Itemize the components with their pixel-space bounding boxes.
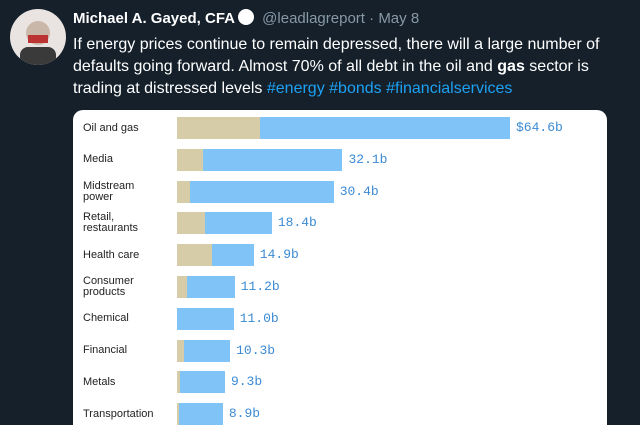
category-label: Retail, restaurants xyxy=(83,211,139,235)
bar-segment xyxy=(177,212,205,235)
date[interactable]: May 8 xyxy=(378,10,420,27)
bar-segment xyxy=(177,403,180,425)
separator: · xyxy=(369,10,375,27)
category-label: Health care xyxy=(83,248,140,261)
chart-image[interactable]: Oil and gas $64.6b Media 32.1b Midstream pow… xyxy=(73,110,607,425)
category-label: Transportation xyxy=(83,407,154,420)
bar-segment xyxy=(189,180,334,203)
verified-badge xyxy=(238,9,254,25)
tweet-text-part: If energy prices continue to remain depr… xyxy=(73,36,600,75)
category-label: Metals xyxy=(83,375,116,388)
value-label: 10.3b xyxy=(236,342,276,358)
author[interactable]: Michael A. Gayed, CFA xyxy=(73,10,235,27)
value-label: 8.9b xyxy=(228,406,261,422)
category-label: Midstream power xyxy=(83,179,135,203)
bar-segment xyxy=(202,148,343,171)
tweet-text: If energy prices continue to remain depr… xyxy=(73,34,633,100)
value-label: 32.1b xyxy=(348,151,388,167)
category-label: Consumer products xyxy=(83,275,134,298)
category-label: Media xyxy=(83,153,113,166)
avatar[interactable] xyxy=(10,9,66,65)
value-label: 11.2b xyxy=(240,279,280,294)
bar-segment xyxy=(180,371,225,394)
avatar-image xyxy=(20,21,56,65)
bar-segment xyxy=(179,403,223,425)
hashtag[interactable]: #energy xyxy=(266,80,325,97)
hashtag[interactable]: #bonds xyxy=(329,80,382,97)
tweet-header: Michael A. Gayed, CFA @leadlagreport · M… xyxy=(73,9,419,27)
value-label: 14.9b xyxy=(259,247,299,263)
bar-segment xyxy=(184,339,231,362)
category-label: Oil and gas xyxy=(83,121,139,134)
handle[interactable]: @leadlagreport xyxy=(262,10,365,27)
bar-segment xyxy=(204,212,272,235)
bar-segment xyxy=(177,244,213,267)
tweet-text-part: sector is trading at distressed levels xyxy=(73,58,589,97)
category-label: Financial xyxy=(83,344,128,357)
bar-segment xyxy=(177,339,185,362)
bar-segment xyxy=(177,371,181,394)
bar-segment xyxy=(212,244,254,267)
category-label: Chemical xyxy=(83,312,129,325)
bar-segment xyxy=(177,307,234,330)
bar-segment xyxy=(177,276,187,298)
bar-segment xyxy=(259,117,510,139)
bar-segment xyxy=(177,148,203,171)
value-label: 11.0b xyxy=(239,310,279,326)
value-label: 9.3b xyxy=(230,374,263,390)
value-label: 30.4b xyxy=(339,183,379,199)
bar-segment xyxy=(177,117,260,139)
hashtag[interactable]: #financialservices xyxy=(386,80,513,97)
value-label: $64.6b xyxy=(516,120,563,135)
value-label: 18.4b xyxy=(277,215,317,231)
tweet-text-part: gas xyxy=(497,58,525,75)
bar-segment xyxy=(177,180,190,203)
bar-segment xyxy=(186,276,235,298)
